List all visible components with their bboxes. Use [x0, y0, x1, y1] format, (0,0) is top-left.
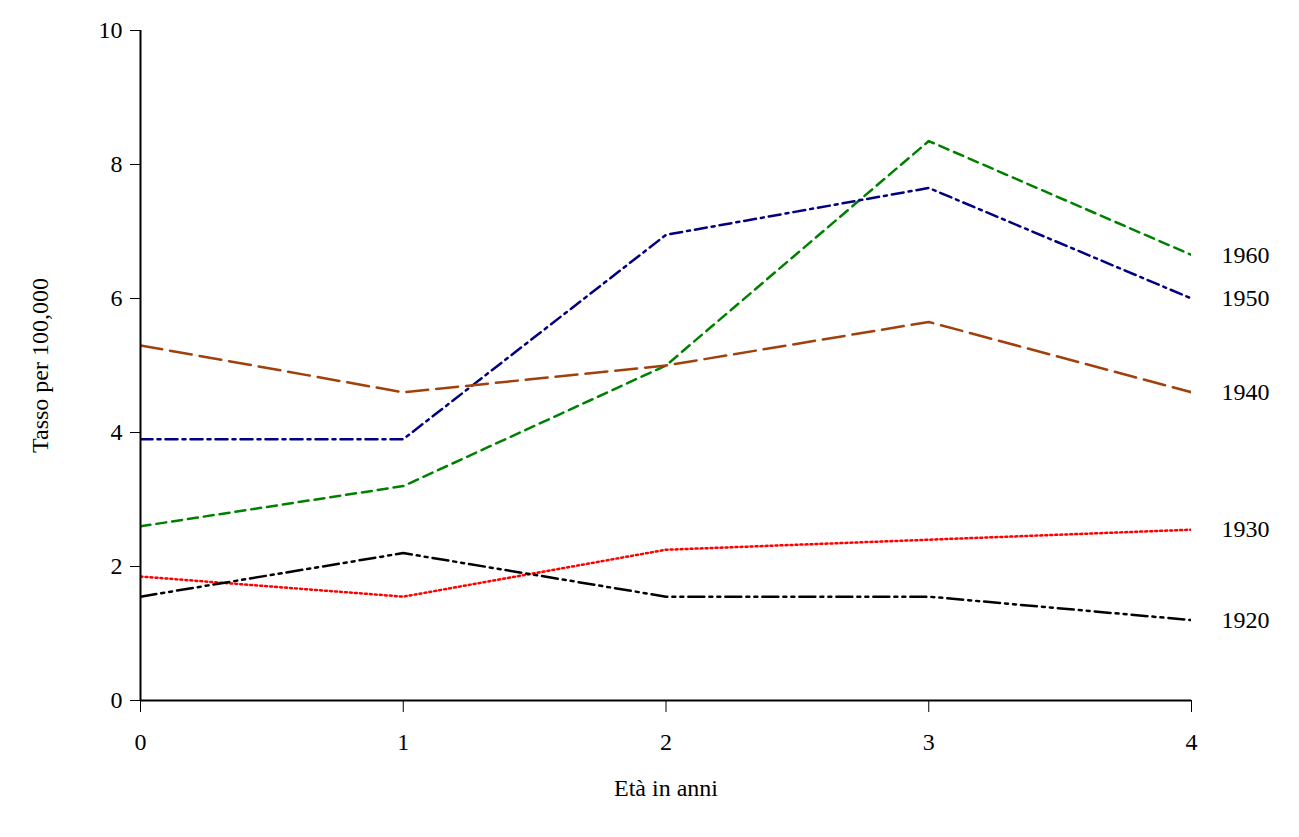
svg-text:Tasso per 100,000: Tasso per 100,000: [27, 278, 53, 453]
svg-text:Età in anni: Età in anni: [614, 775, 718, 801]
svg-text:1950: 1950: [1222, 285, 1270, 311]
svg-text:1960: 1960: [1222, 242, 1270, 268]
svg-text:0: 0: [111, 687, 123, 713]
svg-text:1940: 1940: [1222, 379, 1270, 405]
svg-text:8: 8: [111, 151, 123, 177]
svg-text:1930: 1930: [1222, 516, 1270, 542]
svg-text:6: 6: [111, 285, 123, 311]
svg-text:2: 2: [111, 553, 123, 579]
svg-text:1920: 1920: [1222, 607, 1270, 633]
svg-text:1: 1: [397, 729, 409, 755]
svg-text:4: 4: [111, 419, 123, 445]
svg-text:3: 3: [923, 729, 935, 755]
svg-text:2: 2: [660, 729, 672, 755]
svg-text:10: 10: [99, 17, 123, 43]
svg-text:0: 0: [135, 729, 147, 755]
svg-text:4: 4: [1186, 729, 1198, 755]
